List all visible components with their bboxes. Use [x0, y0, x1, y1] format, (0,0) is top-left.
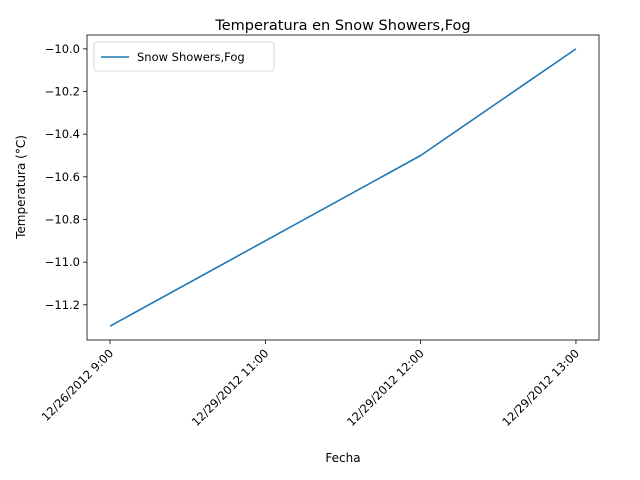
y-tick-label: −10.8	[45, 212, 80, 226]
legend-box	[93, 41, 275, 72]
x-tick-label: 12/29/2012 11:00	[189, 346, 272, 429]
x-tick-label: 12/29/2012 13:00	[499, 346, 582, 429]
y-tick-label: −11.2	[45, 298, 80, 312]
series-line	[109, 48, 577, 327]
x-axis-label: Fecha	[325, 451, 360, 465]
y-tick-label: −10.4	[45, 127, 80, 141]
x-tick-label: 12/29/2012 12:00	[344, 346, 427, 429]
y-tick-label: −10.2	[45, 85, 80, 99]
y-axis: −11.2 −11.0 −10.8 −10.6 −10.4 −10.2 −10.0	[45, 42, 87, 312]
y-tick-label: −10.0	[45, 42, 80, 56]
chart-title: Temperatura en Snow Showers,Fog	[214, 18, 470, 34]
plot-frame	[86, 34, 600, 341]
legend: Snow Showers,Fog	[93, 41, 275, 72]
legend-label: Snow Showers,Fog	[137, 50, 245, 64]
plot-series	[109, 48, 577, 327]
y-axis-label: Temperatura (°C)	[14, 135, 28, 240]
x-axis: 12/26/2012 9:00 12/29/2012 11:00 12/29/201…	[39, 340, 582, 429]
y-tick-label: −10.6	[45, 170, 80, 184]
x-tick-label: 12/26/2012 9:00	[39, 346, 117, 424]
y-tick-label: −11.0	[45, 255, 80, 269]
